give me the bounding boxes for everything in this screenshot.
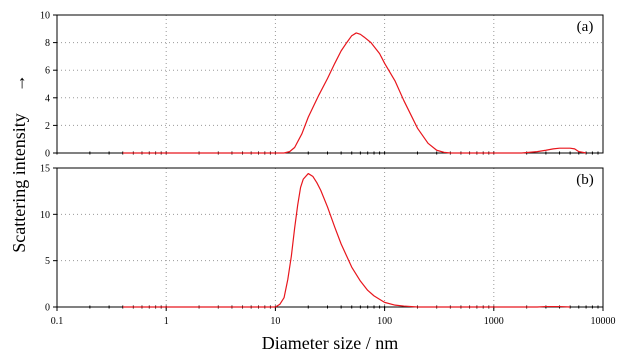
axes-layer <box>53 14 604 311</box>
x-tick-label: 10000 <box>591 316 616 327</box>
y-tick-label: 2 <box>45 121 50 132</box>
y-tick-label: 6 <box>45 66 50 77</box>
y-tick-label: 8 <box>45 38 50 49</box>
x-axis-title: Diameter size / nm <box>262 333 398 352</box>
y-axis-title-group: Scattering intensity → <box>9 74 29 253</box>
grid-layer <box>57 15 603 307</box>
y-tick-label: 15 <box>40 164 50 175</box>
series-line <box>122 172 571 308</box>
series-layer <box>122 32 587 308</box>
y-tick-label: 10 <box>40 210 50 221</box>
series-line <box>122 32 587 154</box>
text-layer: 0 2 4 6 8 10 (a) 0 5 10 15 (b) 0.1 1 10 100 1000 10000 <box>40 11 616 328</box>
x-tick-label: 1 <box>164 316 169 327</box>
x-tick-label: 100 <box>377 316 392 327</box>
y-tick-label: 5 <box>45 256 50 267</box>
y-tick-label: 0 <box>45 149 50 160</box>
y-tick-label: 0 <box>45 303 50 314</box>
y-axis-arrow: → <box>9 74 29 92</box>
y-tick-label: 4 <box>45 93 50 104</box>
x-tick-label: 1000 <box>484 316 504 327</box>
panel-label: (b) <box>576 172 594 188</box>
x-tick-label: 10 <box>270 316 280 327</box>
panel-label: (a) <box>577 19 594 35</box>
y-axis-title: Scattering intensity <box>9 113 29 252</box>
panel-frame <box>56 167 604 308</box>
panel-frame <box>56 14 604 154</box>
y-tick-label: 10 <box>40 11 50 22</box>
x-tick-label: 0.1 <box>51 316 64 327</box>
